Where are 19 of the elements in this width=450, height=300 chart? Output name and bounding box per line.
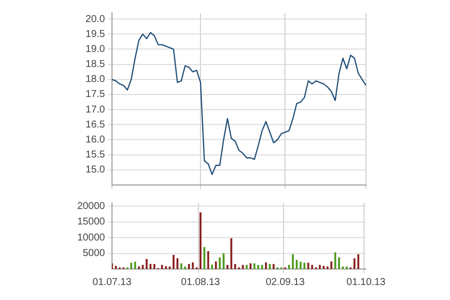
y-tick-label: 15000 [77, 216, 106, 228]
y-tick-label: 17.0 [86, 104, 106, 116]
x-tick-label: 02.09.13 [266, 276, 306, 288]
y-tick-label: 18.0 [86, 74, 106, 86]
y-tick-label: 17.5 [86, 89, 106, 100]
x-tick-label: 01.10.13 [346, 276, 386, 288]
y-tick-label: 15.0 [86, 164, 106, 176]
y-tick-label: 16.0 [86, 134, 106, 146]
y-tick-label: 19.5 [86, 28, 106, 40]
y-tick-label: 18.5 [86, 59, 106, 70]
y-tick-label: 10000 [77, 232, 106, 244]
x-tick-label: 01.07.13 [92, 276, 132, 288]
y-tick-label: 20.0 [86, 14, 106, 25]
y-tick-label: 15.5 [86, 150, 106, 161]
y-tick-label: 5000 [82, 248, 106, 260]
y-tick-label: 19.0 [86, 44, 106, 55]
x-tick-label: 01.08.13 [181, 276, 220, 288]
y-tick-label: 20000 [77, 200, 106, 212]
y-tick-label: 16.5 [86, 119, 106, 130]
